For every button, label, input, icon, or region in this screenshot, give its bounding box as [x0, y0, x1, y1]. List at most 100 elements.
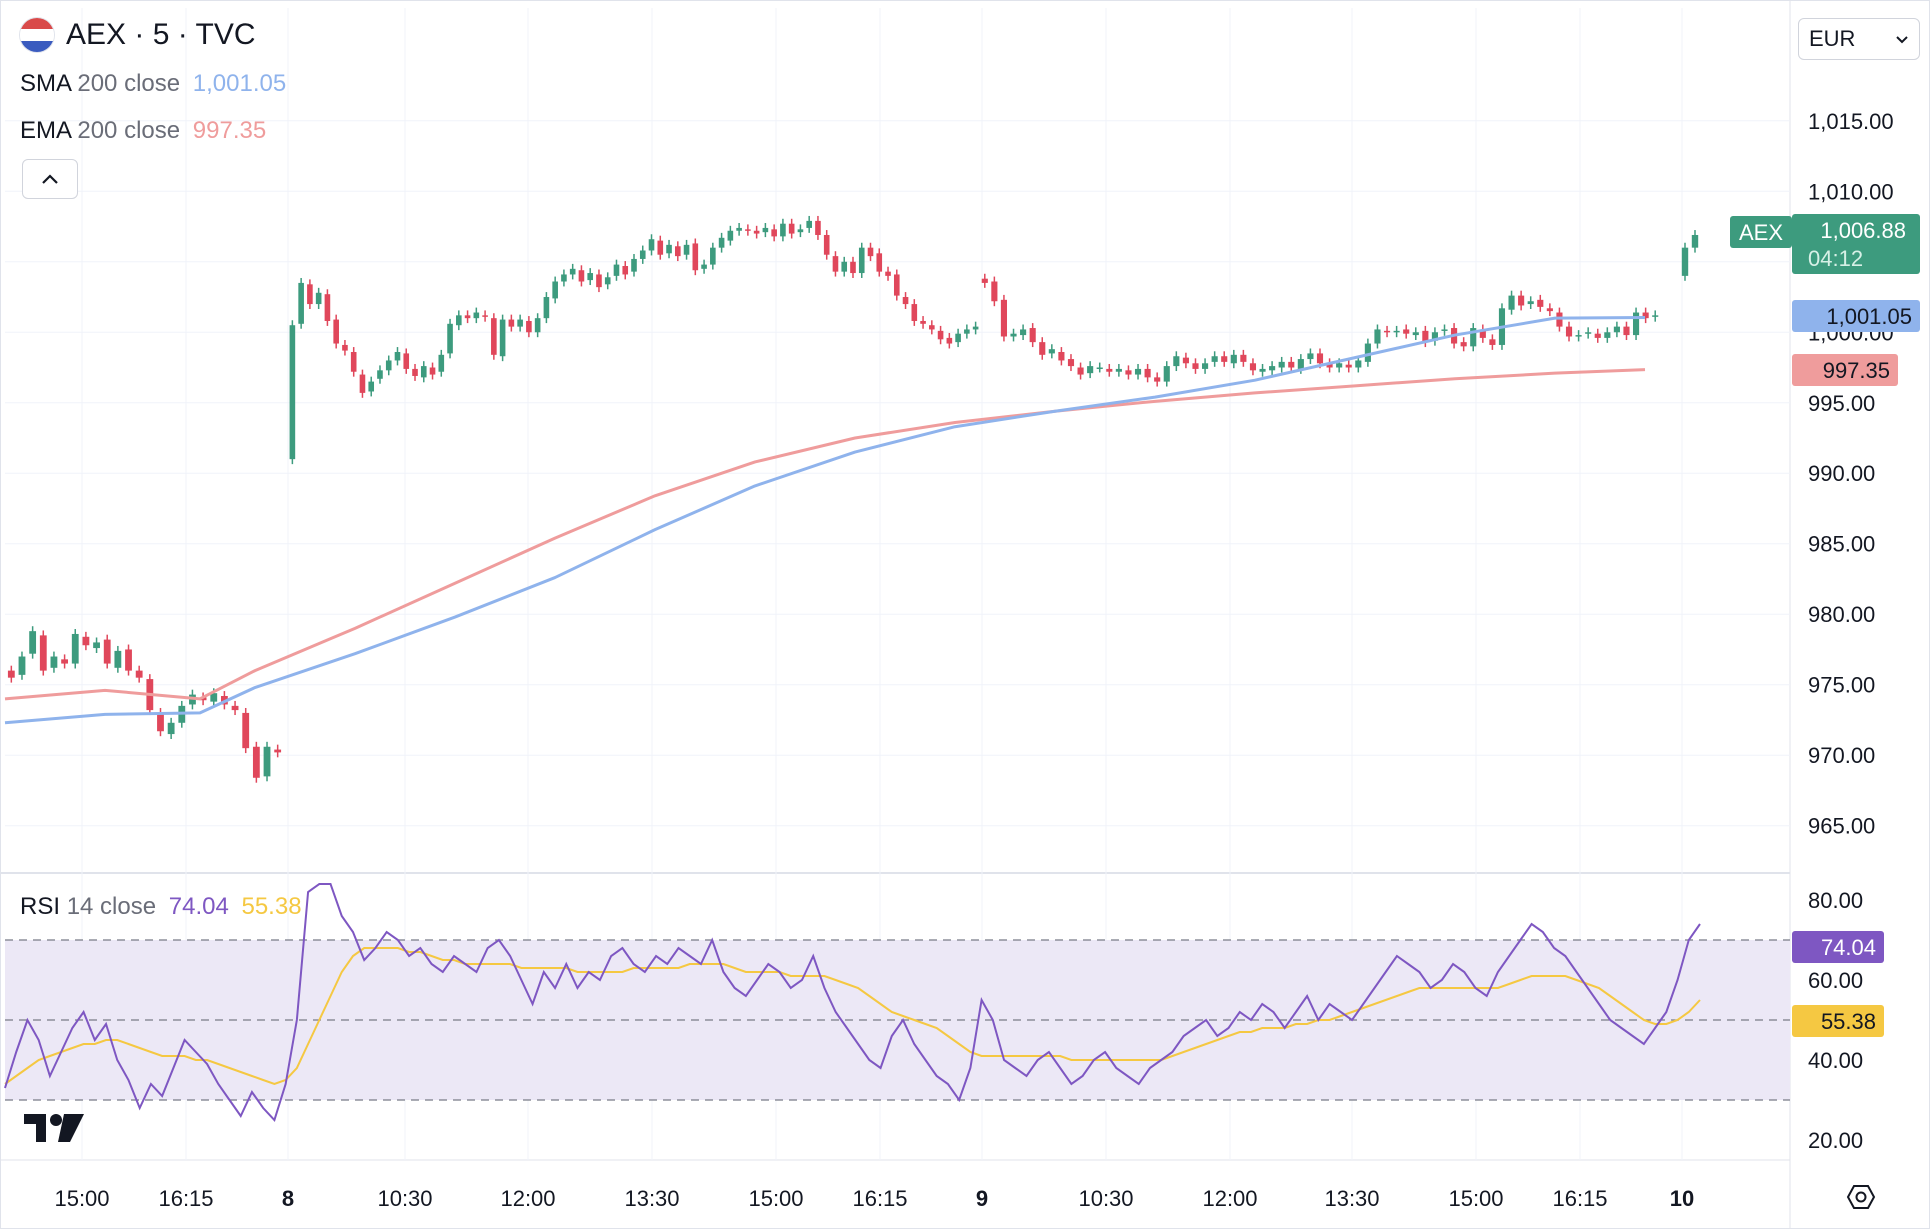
candle: [893, 274, 900, 296]
candle: [1020, 329, 1027, 336]
candle: [1441, 329, 1448, 331]
candle: [1278, 361, 1285, 368]
candle: [1087, 366, 1094, 374]
candle: [1307, 353, 1314, 360]
candle: [841, 261, 848, 272]
candle: [71, 633, 79, 664]
currency-select[interactable]: EUR: [1798, 18, 1920, 60]
candle: [499, 319, 506, 357]
time-axis-label: 16:15: [158, 1186, 213, 1211]
candle: [1000, 299, 1008, 337]
time-axis-label: 8: [282, 1186, 294, 1211]
candle: [103, 639, 111, 664]
candle: [534, 318, 541, 333]
candle: [1345, 364, 1352, 368]
time-axis-label: 15:00: [1448, 1186, 1503, 1211]
candle: [526, 320, 532, 333]
candle: [823, 234, 830, 255]
time-axis-label: 13:30: [1324, 1186, 1379, 1211]
candle: [1259, 368, 1266, 372]
ema-params: 200 close: [77, 117, 181, 144]
sma-legend[interactable]: SMA 200 close 1,001.05: [20, 70, 286, 98]
ema-legend[interactable]: EMA 200 close 997.35: [20, 117, 266, 145]
last-price-tag-bg: [1792, 214, 1920, 274]
rsi-legend[interactable]: RSI 14 close 74.04 55.38: [20, 893, 302, 921]
currency-label: EUR: [1809, 26, 1856, 51]
candle: [289, 325, 296, 460]
candle: [674, 246, 681, 257]
netherlands-flag-icon: [20, 18, 54, 52]
candle: [613, 264, 620, 276]
rsi-value-tag-bg: [1792, 931, 1884, 963]
candle: [82, 636, 90, 646]
candle: [1288, 361, 1295, 368]
price-axis-label: 980.00: [1808, 602, 1875, 627]
candle: [242, 712, 250, 749]
candle: [736, 227, 742, 231]
candle: [1336, 363, 1343, 368]
price-axis-label: 995.00: [1808, 391, 1875, 416]
time-axis-label: 10: [1670, 1186, 1694, 1211]
candle: [252, 746, 260, 778]
ema-price-tag: 997.35: [1823, 358, 1890, 383]
price-axis-label: 990.00: [1808, 461, 1875, 486]
settings-icon[interactable]: [1846, 1182, 1876, 1212]
symbol-title[interactable]: AEX · 5 · TVC: [20, 18, 256, 52]
candle: [473, 312, 480, 319]
candle: [1652, 315, 1659, 317]
ema-name: EMA: [20, 117, 71, 144]
candle: [902, 297, 909, 305]
candle: [39, 635, 47, 671]
candle: [1269, 366, 1276, 371]
candle: [1604, 332, 1611, 338]
candle: [1297, 359, 1304, 369]
candle: [1691, 234, 1699, 248]
candle: [167, 722, 175, 735]
candle: [1546, 308, 1553, 312]
candle: [447, 323, 453, 354]
candle: [1039, 342, 1046, 355]
candle: [1575, 335, 1582, 337]
candle: [604, 277, 611, 285]
price-axis-label: 970.00: [1808, 743, 1875, 768]
candle: [508, 319, 515, 327]
time-axis-label: 12:00: [500, 1186, 555, 1211]
time-axis-label: 15:00: [748, 1186, 803, 1211]
candle: [1106, 368, 1113, 372]
candle: [1479, 329, 1486, 338]
candle: [1077, 367, 1084, 375]
candle: [231, 705, 239, 711]
rsi-axis-label: 20.00: [1808, 1128, 1863, 1153]
candle: [438, 354, 445, 372]
collapse-legend-button[interactable]: [22, 159, 78, 199]
price-axis-label: 975.00: [1808, 673, 1875, 698]
candle: [972, 326, 979, 330]
candle: [639, 250, 646, 259]
sma-price-tag: 1,001.05: [1826, 304, 1912, 329]
symbol-label: AEX · 5 · TVC: [66, 18, 256, 51]
candle: [727, 230, 734, 241]
candle: [1163, 366, 1170, 382]
candle: [946, 337, 953, 344]
candle: [125, 649, 132, 671]
candle: [648, 239, 655, 251]
candle: [1221, 356, 1228, 362]
candle: [298, 282, 304, 324]
candle: [631, 258, 637, 272]
last-price-tag: 1,006.88: [1820, 218, 1906, 243]
candle: [324, 294, 331, 321]
sma-params: 200 close: [77, 70, 181, 97]
candle: [1115, 368, 1122, 372]
candle: [394, 352, 401, 361]
candle: [561, 274, 567, 282]
tradingview-logo-icon[interactable]: [24, 1112, 86, 1144]
candle: [368, 381, 375, 392]
candle: [1623, 326, 1630, 336]
ema-price-tag-bg: [1792, 354, 1898, 386]
time-axis-label: 9: [976, 1186, 988, 1211]
candle: [762, 227, 769, 233]
candle: [867, 247, 874, 257]
time-axis-label: 16:15: [852, 1186, 907, 1211]
candle: [464, 315, 471, 319]
